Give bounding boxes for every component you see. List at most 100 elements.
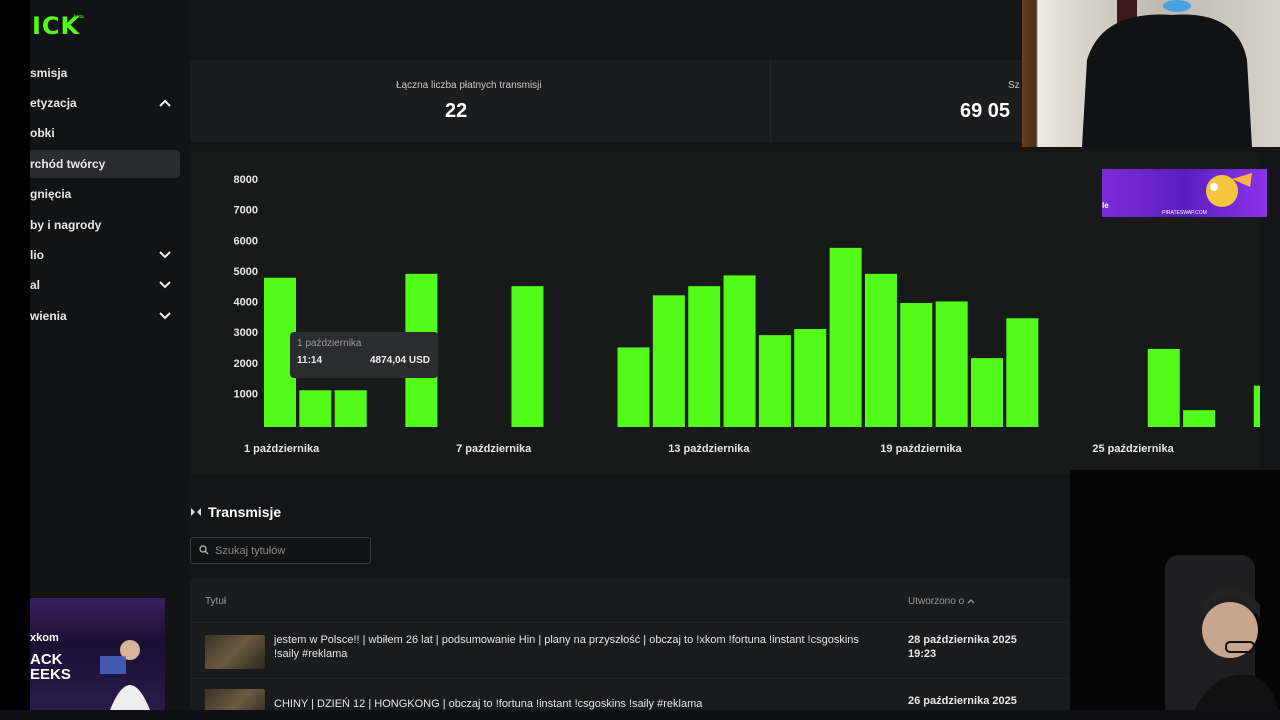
table-row[interactable]: jestem w Polsce!! | wbiłem 26 lat | pods… xyxy=(190,622,1260,674)
paid-streams-value: 22 xyxy=(445,100,468,122)
chart-bar[interactable] xyxy=(617,347,650,427)
stats-divider xyxy=(770,60,771,142)
main-content: Łączna liczba płatnych transmisji 22 Sz … xyxy=(190,0,1280,710)
video-icon xyxy=(190,504,202,520)
sidebar-item-creator-income[interactable]: rchód twórcy xyxy=(30,150,180,178)
tooltip-date: 1 października xyxy=(297,338,362,349)
chart-bar[interactable] xyxy=(1006,318,1039,427)
y-tick-label: 3000 xyxy=(234,327,258,339)
chevron-down-icon[interactable] xyxy=(156,276,174,294)
sidebar-item-label: rchód twórcy xyxy=(30,157,106,171)
chart-bar[interactable] xyxy=(1147,348,1180,427)
sidebar-item-label: smisja xyxy=(30,66,68,80)
sidebar: ICK beta smisja etyzacja obki rchód twór… xyxy=(30,0,190,710)
sidebar-item-stream[interactable]: smisja xyxy=(30,59,180,87)
sidebar-item-label: lio xyxy=(30,248,44,262)
search-icon xyxy=(199,542,209,560)
tooltip-value: 4874,04 USD xyxy=(369,355,430,366)
chevron-down-icon[interactable] xyxy=(156,307,174,325)
chevron-down-icon[interactable] xyxy=(156,246,174,264)
x-tick-label: 25 października xyxy=(1092,443,1174,455)
stream-date-day: 28 października 2025 xyxy=(908,634,1017,646)
chart-bar[interactable] xyxy=(652,295,685,427)
paid-streams-label: Łączna liczba płatnych transmisji xyxy=(396,80,542,91)
stream-date: 26 października 2025 xyxy=(908,694,1017,708)
chart-tooltip: 1 października 11:14 4874,04 USD xyxy=(290,332,438,378)
webcam-overlay-bottom xyxy=(1070,470,1280,720)
promo-title-line2: EEKS xyxy=(30,666,71,683)
revenue-chart-card: 1000 2000 3000 4000 5000 6000 7000 8000 1 paździ… xyxy=(190,152,1260,474)
chart-bar[interactable] xyxy=(334,390,367,427)
y-tick-label: 5000 xyxy=(234,266,258,278)
search-input[interactable] xyxy=(215,544,365,557)
stream-date: 28 października 2025 19:23 xyxy=(908,633,1017,661)
sort-asc-icon xyxy=(967,596,975,607)
column-header-created[interactable]: Utworzono o xyxy=(908,596,975,607)
chart-bar[interactable] xyxy=(1253,385,1260,427)
y-tick-label: 7000 xyxy=(234,205,258,217)
y-tick-label: 4000 xyxy=(234,297,258,309)
stream-date-time: 19:23 xyxy=(908,648,937,660)
promo-title-line1: ACK xyxy=(30,651,63,668)
revenue-bar-chart[interactable]: 1000 2000 3000 4000 5000 6000 7000 8000 1 paździ… xyxy=(190,152,1260,474)
chart-bar[interactable] xyxy=(935,301,968,427)
column-header-created-label: Utworzono o xyxy=(908,596,965,607)
stream-title[interactable]: CHINY | DZIEŃ 12 | HONGKONG | obczaj to … xyxy=(274,698,703,710)
webcam-person xyxy=(1082,0,1252,147)
sidebar-item-achievements[interactable]: gnięcia xyxy=(30,180,180,208)
sidebar-item-studio[interactable]: lio xyxy=(30,241,180,269)
x-tick-label: 13 października xyxy=(668,443,750,455)
ad-left-text: le xyxy=(1102,201,1109,210)
streams-section-title: Transmisje xyxy=(208,504,282,520)
sidebar-item-channel[interactable]: al xyxy=(30,271,180,299)
webcam-person xyxy=(1165,555,1280,720)
stream-title[interactable]: jestem w Polsce!! | wbiłem 26 lat | pods… xyxy=(274,634,859,660)
table-row[interactable]: CHINY | DZIEŃ 12 | HONGKONG | obczaj to … xyxy=(190,678,1260,710)
y-tick-label: 1000 xyxy=(234,388,258,400)
sidebar-item-label: by i nagrody xyxy=(30,218,102,232)
chart-bar[interactable] xyxy=(900,302,933,427)
sidebar-item-label: al xyxy=(30,278,41,292)
search-field[interactable] xyxy=(190,537,371,564)
y-tick-label: 2000 xyxy=(234,358,258,370)
ad-artwork xyxy=(1206,173,1252,207)
second-stat-label: Sz xyxy=(1008,80,1020,91)
ad-site-text: PIRATESWAP.COM xyxy=(1162,210,1207,216)
chart-bar[interactable] xyxy=(688,286,721,427)
chart-bar[interactable] xyxy=(1183,410,1216,427)
promo-banner[interactable]: xkom ACK EEKS xyxy=(30,598,165,710)
promo-artwork xyxy=(100,640,150,710)
chart-bar[interactable] xyxy=(864,273,897,427)
chevron-up-icon[interactable] xyxy=(156,94,174,112)
sidebar-item-label: obki xyxy=(30,126,55,140)
chart-bar[interactable] xyxy=(758,335,791,427)
chart-bar[interactable] xyxy=(794,329,827,427)
stream-date-day: 26 października 2025 xyxy=(908,695,1017,707)
logo-beta-badge: beta xyxy=(74,14,84,20)
left-black-strip xyxy=(0,0,30,720)
promo-brand: xkom xyxy=(30,632,59,644)
sidebar-item-monetization[interactable]: etyzacja xyxy=(30,89,180,117)
second-stat-value: 69 05 xyxy=(960,100,1011,122)
sidebar-item-label: gnięcia xyxy=(30,187,72,201)
stream-thumbnail[interactable] xyxy=(205,635,265,669)
webcam-overlay-top xyxy=(1022,0,1280,147)
y-tick-label: 8000 xyxy=(234,174,258,186)
x-tick-label: 1 października xyxy=(244,443,320,455)
taskbar[interactable] xyxy=(0,710,1280,720)
stream-thumbnail[interactable] xyxy=(205,689,265,710)
streams-section-header: Transmisje xyxy=(190,504,281,520)
chart-bar[interactable] xyxy=(971,358,1003,427)
sidebar-item-settings[interactable]: wienia xyxy=(30,302,180,330)
column-header-title[interactable]: Tytuł xyxy=(205,596,227,607)
logo[interactable]: ICK xyxy=(32,12,81,40)
chart-bar[interactable] xyxy=(511,286,544,427)
chart-bar[interactable] xyxy=(829,247,862,427)
ad-banner[interactable]: le PIRATESWAP.COM xyxy=(1102,169,1267,217)
tooltip-time: 11:14 xyxy=(297,355,323,366)
chart-bar[interactable] xyxy=(723,275,756,427)
sidebar-item-subs[interactable]: obki xyxy=(30,119,180,147)
chart-bar[interactable] xyxy=(299,390,332,427)
sidebar-item-rewards[interactable]: by i nagrody xyxy=(30,211,180,239)
